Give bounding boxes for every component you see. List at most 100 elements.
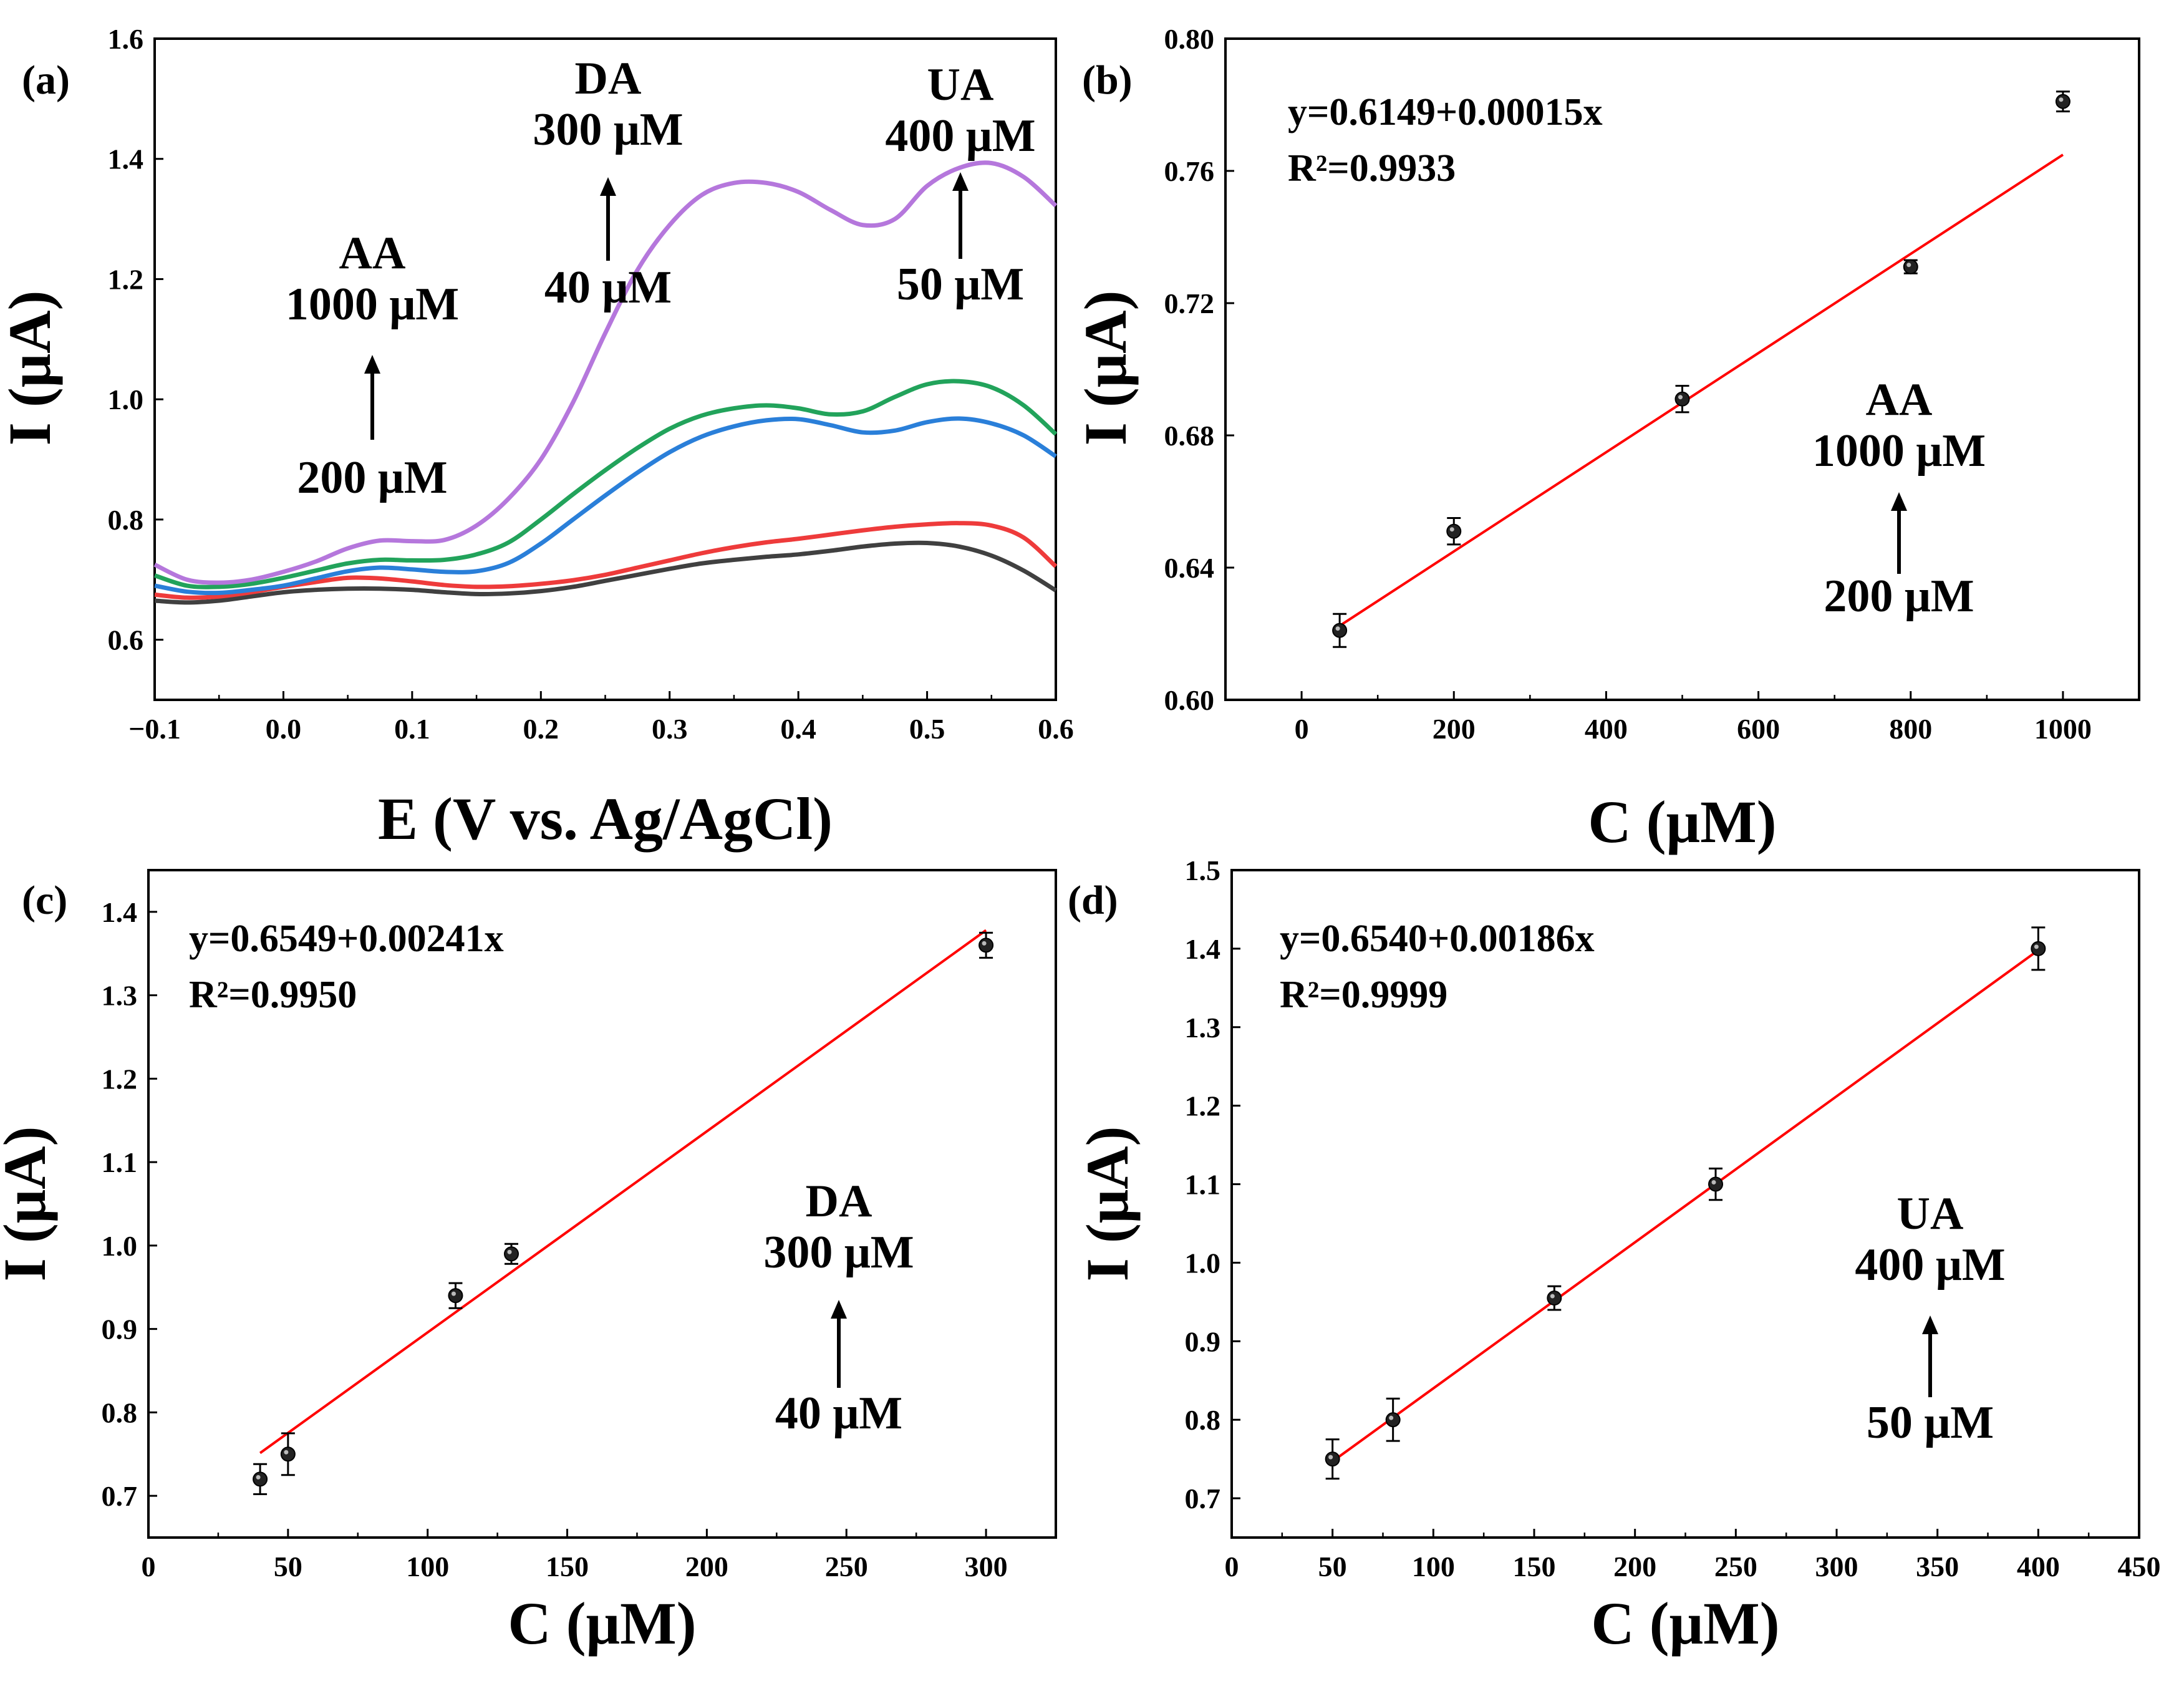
y-tick-label: 0.80 (1164, 23, 1215, 55)
data-point (1708, 1176, 1723, 1192)
data-point-highlight (284, 1450, 289, 1455)
x-tick-label: 0.6 (1038, 713, 1074, 745)
x-tick-label: 350 (1916, 1551, 1959, 1582)
data-point-highlight (507, 1249, 512, 1254)
x-tick-label: 200 (1433, 713, 1476, 745)
x-tick-label: 0.5 (909, 713, 945, 745)
annotation-lower-conc: 40 μM (544, 262, 672, 313)
x-tick-label: 250 (1714, 1551, 1757, 1582)
data-point (448, 1288, 463, 1304)
y-tick-label: 0.76 (1164, 155, 1215, 187)
y-tick-label: 0.8 (1185, 1404, 1221, 1436)
x-tick-label: 800 (1889, 713, 1932, 745)
plot-frame-d (1230, 869, 2140, 1539)
x-tick-label: 0.2 (523, 713, 559, 745)
data-point (504, 1246, 519, 1262)
data-point (2031, 941, 2046, 956)
curve-purple (153, 160, 1058, 585)
annotation-analyte: UA (1897, 1188, 1964, 1239)
data-point-highlight (1550, 1294, 1555, 1299)
y-tick-label: 1.2 (108, 263, 144, 295)
fit-line (1331, 949, 2039, 1463)
panel-a: −0.1 0.0 0.1 0.2 0.3 0.4 0.5 0.6 0.6 0.8 1.0 1.2 1.4… (0, 23, 1074, 852)
annotation-upper-conc: 400 μM (1855, 1239, 2005, 1291)
data-point-highlight (451, 1291, 456, 1296)
x-axis-title: E (V vs. Ag/AgCl) (378, 785, 833, 852)
y-tick-label: 0.7 (1185, 1483, 1221, 1514)
data-point (2055, 94, 2070, 109)
data-point-highlight (1906, 263, 1911, 268)
curve-red (154, 521, 1058, 600)
data-point-highlight (982, 941, 987, 946)
annotation-lower-conc: 200 μM (297, 452, 447, 503)
annotation-analyte: DA (806, 1176, 872, 1227)
y-tick-label: 1.2 (102, 1063, 138, 1095)
y-tick-label: 1.3 (1185, 1012, 1221, 1044)
x-tick-label: −0.1 (128, 713, 181, 745)
y-tick-label: 1.1 (102, 1146, 138, 1178)
y-tick-label: 1.4 (1185, 933, 1221, 965)
panel-label: (d) (1068, 878, 1118, 923)
y-tick-label: 1.0 (102, 1230, 138, 1262)
x-tick-label: 0.4 (780, 713, 816, 745)
y-tick-label: 1.0 (1185, 1247, 1221, 1279)
fit-equation: y=0.6149+0.00015x (1288, 91, 1603, 133)
y-tick-label: 0.9 (102, 1314, 138, 1345)
y-tick-label: 0.6 (108, 624, 144, 656)
x-axis-title: C (μM) (1588, 788, 1776, 855)
annotation-analyte: UA (927, 59, 994, 110)
y-tick-label: 1.1 (1185, 1169, 1221, 1201)
annotation-lower-conc: 40 μM (775, 1388, 902, 1439)
y-tick-label: 1.4 (102, 896, 138, 928)
x-tick-label: 250 (825, 1551, 868, 1582)
data-point (253, 1471, 268, 1487)
x-tick-label: 600 (1737, 713, 1780, 745)
data-point-highlight (1335, 626, 1340, 631)
data-point (1674, 391, 1690, 407)
panel-b: 0 200 400 600 800 1000 0.60 0.64 0.68 0.72 0.76 0.8… (1072, 23, 2140, 855)
data-point-highlight (2034, 944, 2039, 949)
fit-line (1339, 153, 2064, 627)
x-tick-label: 0.3 (652, 713, 688, 745)
x-tick-label: 50 (1318, 1551, 1347, 1582)
data-point-highlight (256, 1475, 261, 1480)
x-tick-label: 100 (1412, 1551, 1455, 1582)
x-axis-title: C (μM) (1591, 1590, 1779, 1657)
data-point (1332, 623, 1348, 638)
annotation-lower-conc: 50 μM (897, 259, 1024, 310)
curve-green (153, 379, 1058, 589)
data-point (978, 937, 994, 953)
y-tick-label: 0.60 (1164, 684, 1215, 716)
annotation-lower-conc: 50 μM (1867, 1397, 1994, 1448)
data-point-highlight (1328, 1455, 1333, 1460)
data-point (1325, 1451, 1340, 1467)
x-tick-label: 200 (1613, 1551, 1656, 1582)
annotation-arrow-head (1891, 492, 1907, 511)
x-tick-label: 450 (2118, 1551, 2161, 1582)
annotation-arrow-head (831, 1300, 847, 1319)
x-tick-label: 400 (2017, 1551, 2060, 1582)
x-tick-label: 200 (685, 1551, 728, 1582)
x-tick-label: 300 (965, 1551, 1008, 1582)
data-point-highlight (1711, 1180, 1716, 1185)
x-tick-label: 400 (1585, 713, 1628, 745)
fit-equation: y=0.6549+0.00241x (189, 918, 504, 960)
y-axis-title: I (μA) (1072, 290, 1139, 445)
x-axis-title: C (μM) (508, 1590, 696, 1657)
y-tick-label: 0.9 (1185, 1325, 1221, 1357)
y-tick-label: 1.6 (108, 23, 144, 55)
panel-label: (c) (22, 878, 67, 923)
plot-frame-c (147, 869, 1057, 1539)
fit-r-squared: R²=0.9933 (1288, 147, 1456, 190)
fit-line (259, 929, 987, 1455)
panel-label: (a) (22, 57, 70, 103)
x-tick-label: 50 (274, 1551, 302, 1582)
fit-equation: y=0.6540+0.00186x (1280, 918, 1595, 960)
annotation-analyte: DA (575, 53, 642, 104)
annotation-lower-conc: 200 μM (1824, 571, 1974, 622)
annotation-arrow-head (952, 172, 969, 191)
fit-r-squared: R²=0.9950 (189, 974, 357, 1016)
annotation-upper-conc: 300 μM (763, 1227, 914, 1278)
